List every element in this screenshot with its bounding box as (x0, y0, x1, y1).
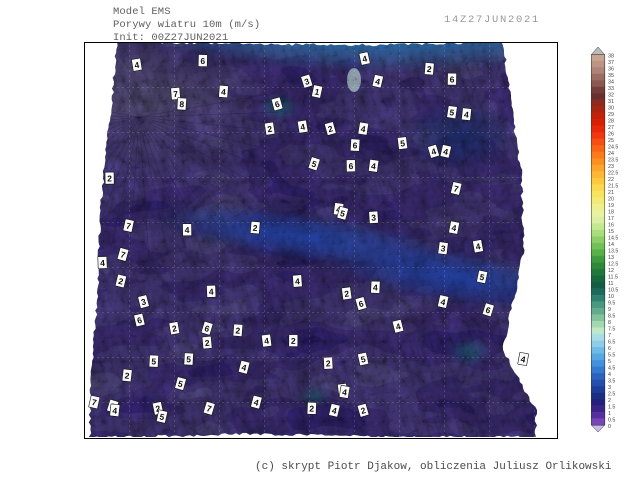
svg-text:7: 7 (608, 333, 611, 339)
svg-text:6: 6 (450, 74, 455, 84)
svg-text:31: 31 (608, 99, 614, 105)
svg-text:9.5: 9.5 (608, 301, 615, 307)
svg-text:24.5: 24.5 (608, 144, 618, 150)
svg-text:22.5: 22.5 (608, 170, 618, 176)
svg-text:8: 8 (179, 99, 185, 109)
svg-text:7.5: 7.5 (608, 327, 615, 333)
svg-text:19: 19 (608, 203, 614, 209)
svg-text:3: 3 (371, 212, 377, 222)
svg-text:11.5: 11.5 (608, 275, 618, 281)
svg-text:28: 28 (608, 118, 614, 124)
svg-text:4: 4 (373, 282, 378, 292)
svg-text:4: 4 (100, 258, 105, 268)
svg-text:4: 4 (608, 372, 611, 378)
svg-text:6: 6 (348, 161, 353, 171)
svg-text:17: 17 (608, 216, 614, 222)
svg-text:4.5: 4.5 (608, 366, 615, 372)
svg-text:3.5: 3.5 (608, 379, 615, 385)
svg-text:13.5: 13.5 (608, 249, 618, 255)
svg-text:24: 24 (608, 151, 614, 157)
svg-text:32: 32 (608, 92, 614, 98)
svg-text:0.5: 0.5 (608, 418, 615, 424)
svg-text:25: 25 (608, 138, 614, 144)
svg-text:13: 13 (608, 255, 614, 261)
svg-text:27: 27 (608, 125, 614, 131)
svg-text:2: 2 (107, 173, 112, 183)
svg-text:33: 33 (608, 86, 614, 92)
svg-text:1: 1 (608, 411, 611, 417)
svg-text:21: 21 (608, 190, 614, 196)
svg-text:6.5: 6.5 (608, 340, 615, 346)
svg-text:6: 6 (200, 56, 205, 66)
svg-text:37: 37 (608, 60, 614, 66)
svg-text:0: 0 (608, 424, 611, 430)
svg-text:5: 5 (608, 359, 611, 365)
svg-text:10: 10 (608, 294, 614, 300)
svg-text:15: 15 (608, 229, 614, 235)
svg-text:2: 2 (326, 358, 332, 368)
svg-text:2.5: 2.5 (608, 392, 615, 398)
svg-text:30: 30 (608, 105, 614, 111)
svg-text:5: 5 (186, 354, 192, 364)
svg-text:4: 4 (185, 225, 190, 235)
svg-text:10.5: 10.5 (608, 288, 618, 294)
svg-text:12: 12 (608, 268, 614, 274)
svg-text:14: 14 (608, 242, 614, 248)
svg-text:38: 38 (608, 53, 614, 59)
svg-text:6: 6 (608, 346, 611, 352)
svg-text:21.5: 21.5 (608, 184, 618, 190)
svg-text:1.5: 1.5 (608, 405, 615, 411)
svg-text:29: 29 (608, 112, 614, 118)
svg-text:4: 4 (209, 286, 214, 296)
svg-text:6: 6 (352, 140, 358, 150)
svg-text:16: 16 (608, 223, 614, 229)
svg-text:18: 18 (608, 210, 614, 216)
svg-text:23: 23 (608, 164, 614, 170)
svg-text:2: 2 (309, 404, 314, 414)
svg-text:35: 35 (608, 73, 614, 79)
svg-text:9: 9 (608, 307, 611, 313)
svg-text:12.5: 12.5 (608, 262, 618, 268)
svg-text:8.5: 8.5 (608, 314, 615, 320)
svg-text:8: 8 (608, 320, 611, 326)
svg-text:3: 3 (608, 385, 611, 391)
svg-text:11: 11 (608, 281, 614, 287)
svg-text:2: 2 (608, 398, 611, 404)
svg-text:14.5: 14.5 (608, 236, 618, 242)
svg-text:36: 36 (608, 66, 614, 72)
svg-text:23.5: 23.5 (608, 157, 618, 163)
svg-text:22: 22 (608, 177, 614, 183)
svg-text:34: 34 (608, 79, 614, 85)
svg-text:20: 20 (608, 197, 614, 203)
svg-text:26: 26 (608, 131, 614, 137)
svg-text:5: 5 (151, 356, 157, 366)
svg-text:2: 2 (291, 336, 296, 346)
svg-text:5.5: 5.5 (608, 353, 615, 359)
